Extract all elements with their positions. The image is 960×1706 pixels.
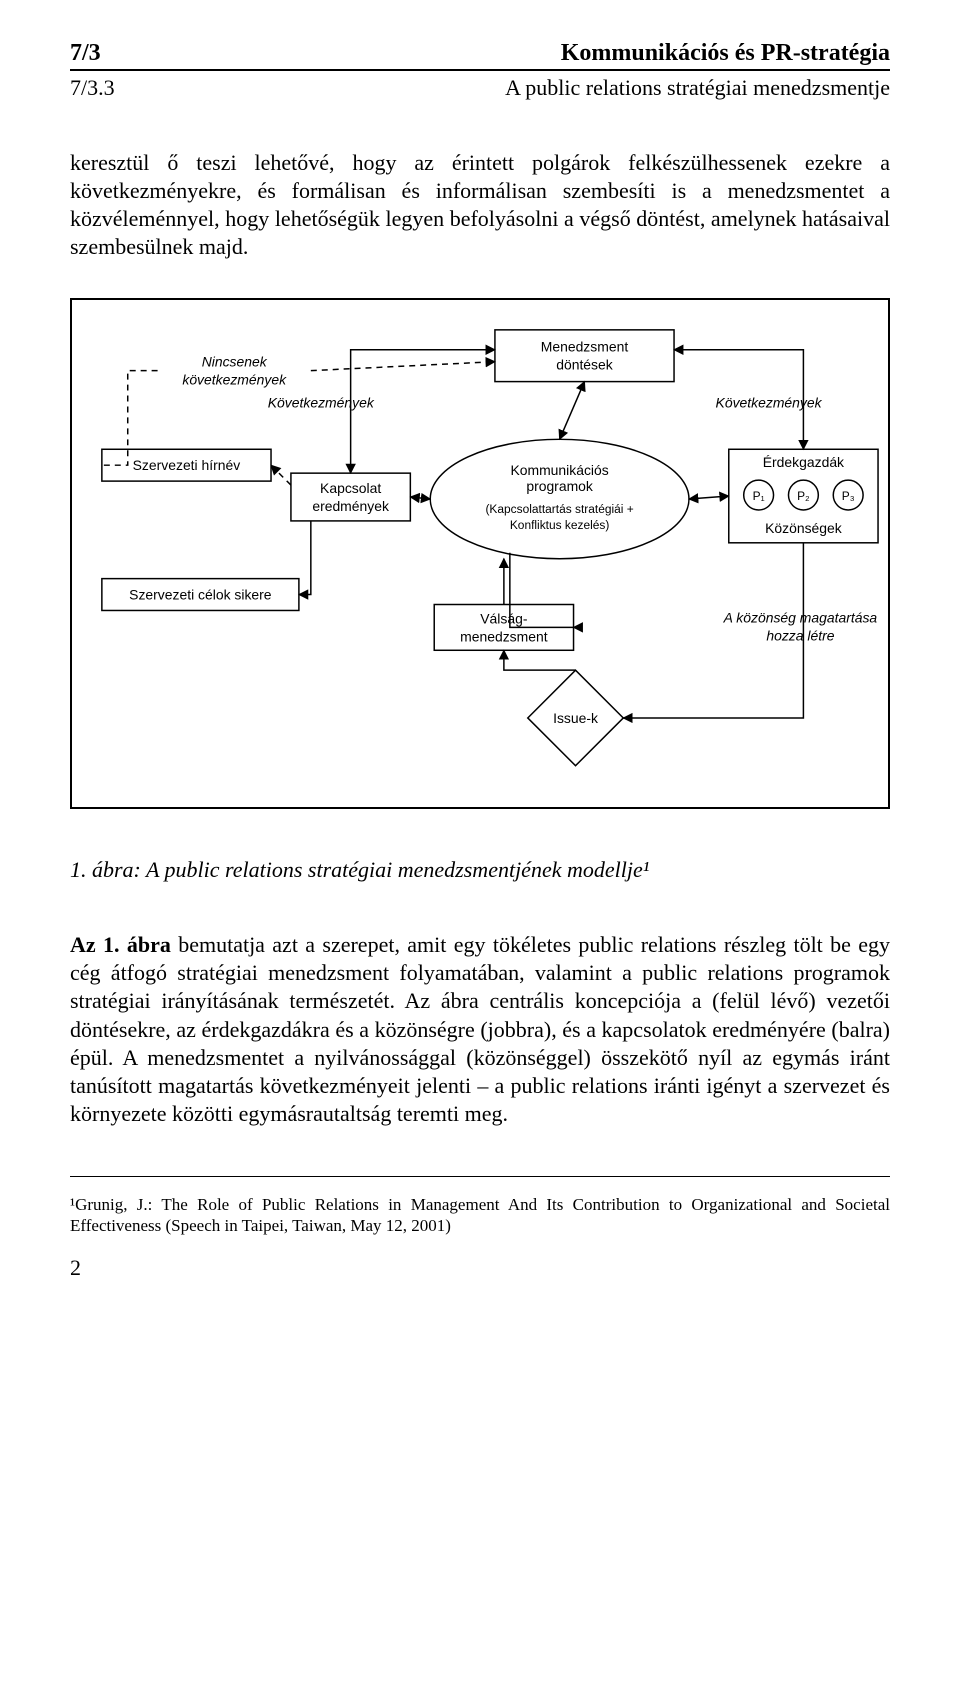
svg-text:Érdekgazdák: Érdekgazdák (763, 454, 844, 470)
figure-frame: Nincsenek következmények Menedzsment döntés… (70, 298, 890, 810)
svg-text:P₃: P₃ (842, 489, 855, 503)
header-right: Kommunikációs és PR-stratégia (561, 40, 890, 67)
svg-text:Menedzsment: Menedzsment (541, 338, 629, 354)
svg-text:Nincsenek: Nincsenek (202, 353, 268, 369)
sub-header-right: A public relations stratégiai menedzsmen… (505, 75, 890, 101)
svg-text:Issue-k: Issue-k (553, 710, 598, 726)
svg-text:A közönség magatartása: A közönség magatartása (723, 609, 878, 625)
svg-text:döntések: döntések (556, 356, 613, 372)
sub-header-row: 7/3.3 A public relations stratégiai mene… (70, 75, 890, 101)
paragraph-bottom-lead: Az 1. ábra (70, 932, 171, 957)
svg-text:Kommunikációs: Kommunikációs (510, 462, 608, 478)
paragraph-bottom: Az 1. ábra bemutatja azt a szerepet, ami… (70, 931, 890, 1128)
figure-svg: Nincsenek következmények Menedzsment döntés… (72, 300, 888, 808)
svg-text:Szervezeti hírnév: Szervezeti hírnév (133, 457, 241, 473)
paragraph-bottom-rest: bemutatja azt a szerepet, amit egy tökél… (70, 932, 890, 1126)
header-row: 7/3 Kommunikációs és PR-stratégia (70, 40, 890, 71)
svg-text:P₂: P₂ (797, 489, 810, 503)
svg-text:P₁: P₁ (753, 489, 765, 503)
svg-text:eredmények: eredmények (312, 498, 389, 514)
paragraph-top: keresztül ő teszi lehetővé, hogy az érin… (70, 149, 890, 262)
page: 7/3 Kommunikációs és PR-stratégia 7/3.3 … (0, 0, 960, 1706)
svg-text:Kapcsolat: Kapcsolat (320, 480, 381, 496)
svg-text:menedzsment: menedzsment (460, 628, 548, 644)
sub-header-left: 7/3.3 (70, 75, 115, 101)
figure-caption: 1. ábra: A public relations stratégiai m… (70, 857, 890, 883)
header-left: 7/3 (70, 40, 101, 67)
svg-text:Konfliktus kezelés): Konfliktus kezelés) (510, 517, 610, 531)
svg-text:programok: programok (526, 478, 593, 494)
svg-text:Közönségek: Közönségek (765, 519, 842, 535)
svg-text:Következmények: Következmények (716, 394, 823, 410)
svg-text:Válság-: Válság- (480, 610, 528, 626)
svg-text:(Kapcsolattartás stratégiái +: (Kapcsolattartás stratégiái + (485, 502, 633, 516)
footnote-rule (70, 1176, 890, 1177)
svg-text:hozza létre: hozza létre (766, 627, 834, 643)
footnote-text: ¹Grunig, J.: The Role of Public Relation… (70, 1194, 890, 1237)
svg-text:Következmények: Következmények (268, 394, 375, 410)
svg-text:következmények: következmények (182, 371, 287, 387)
svg-text:Szervezeti célok sikere: Szervezeti célok sikere (129, 586, 272, 602)
page-number: 2 (70, 1255, 890, 1281)
